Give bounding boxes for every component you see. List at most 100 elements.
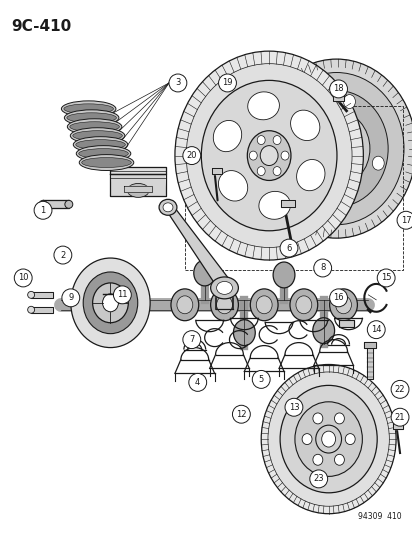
Text: 10: 10 [18, 273, 28, 282]
Text: 6: 6 [286, 244, 291, 253]
Ellipse shape [66, 113, 116, 123]
Text: 18: 18 [332, 84, 343, 93]
Ellipse shape [335, 296, 351, 314]
Ellipse shape [79, 155, 133, 171]
Circle shape [169, 74, 186, 92]
Text: 23: 23 [313, 474, 323, 483]
Ellipse shape [268, 72, 403, 225]
Circle shape [113, 286, 131, 304]
Ellipse shape [71, 258, 150, 348]
Text: 1: 1 [40, 206, 45, 215]
Ellipse shape [343, 95, 355, 109]
Ellipse shape [273, 262, 294, 288]
Ellipse shape [102, 294, 118, 312]
Ellipse shape [218, 171, 247, 201]
Ellipse shape [28, 292, 35, 298]
Ellipse shape [290, 110, 319, 141]
Ellipse shape [294, 402, 361, 477]
Ellipse shape [64, 110, 119, 126]
Ellipse shape [256, 59, 413, 238]
Circle shape [188, 374, 206, 391]
Ellipse shape [163, 203, 173, 212]
Ellipse shape [256, 296, 271, 314]
Ellipse shape [39, 200, 47, 208]
Ellipse shape [260, 146, 278, 166]
Ellipse shape [280, 151, 288, 160]
Ellipse shape [127, 183, 149, 197]
Ellipse shape [65, 200, 73, 208]
Circle shape [14, 269, 32, 287]
Polygon shape [366, 348, 373, 379]
Circle shape [366, 321, 384, 338]
Circle shape [183, 330, 200, 349]
Circle shape [218, 74, 236, 92]
Text: 9C-410: 9C-410 [11, 19, 71, 34]
Ellipse shape [70, 122, 119, 132]
Ellipse shape [83, 272, 138, 334]
Ellipse shape [93, 283, 128, 322]
Ellipse shape [61, 101, 116, 117]
Polygon shape [363, 342, 375, 348]
Ellipse shape [247, 92, 279, 120]
Ellipse shape [256, 167, 265, 175]
Text: 5: 5 [258, 375, 263, 384]
Ellipse shape [70, 128, 125, 144]
Text: 12: 12 [235, 410, 246, 419]
Text: 21: 21 [394, 413, 404, 422]
Circle shape [329, 80, 347, 98]
Ellipse shape [249, 151, 256, 160]
Ellipse shape [186, 63, 351, 247]
Ellipse shape [312, 454, 322, 465]
Ellipse shape [64, 104, 113, 114]
Polygon shape [332, 94, 343, 101]
Circle shape [329, 289, 347, 307]
Ellipse shape [258, 191, 290, 219]
Text: 2: 2 [60, 251, 65, 260]
Circle shape [54, 246, 71, 264]
Text: 19: 19 [222, 78, 232, 87]
Ellipse shape [289, 289, 317, 321]
Ellipse shape [210, 289, 238, 321]
Circle shape [390, 381, 408, 398]
Circle shape [284, 398, 302, 416]
Text: 7: 7 [189, 335, 194, 344]
Polygon shape [211, 167, 221, 174]
Ellipse shape [175, 51, 363, 260]
Ellipse shape [216, 296, 232, 314]
Text: 15: 15 [380, 273, 390, 282]
Text: 9: 9 [68, 293, 73, 302]
Text: 14: 14 [370, 325, 380, 334]
Ellipse shape [371, 156, 383, 170]
Ellipse shape [28, 306, 35, 313]
Ellipse shape [201, 80, 336, 231]
Ellipse shape [73, 131, 122, 141]
Ellipse shape [334, 413, 344, 424]
Ellipse shape [321, 431, 335, 447]
Ellipse shape [76, 146, 131, 161]
Circle shape [390, 408, 408, 426]
Text: 17: 17 [400, 216, 411, 225]
Circle shape [34, 201, 52, 219]
Ellipse shape [334, 454, 344, 465]
Text: 94309  410: 94309 410 [358, 512, 401, 521]
Text: 20: 20 [186, 151, 197, 160]
Ellipse shape [216, 281, 232, 294]
Ellipse shape [213, 120, 241, 152]
Ellipse shape [261, 365, 395, 514]
Circle shape [183, 147, 200, 165]
Ellipse shape [315, 425, 341, 453]
Ellipse shape [344, 434, 354, 445]
Ellipse shape [312, 318, 334, 344]
Polygon shape [31, 307, 53, 313]
Polygon shape [110, 166, 166, 174]
Circle shape [309, 470, 327, 488]
Circle shape [232, 405, 250, 423]
Text: 13: 13 [288, 403, 299, 412]
Ellipse shape [78, 149, 128, 158]
Ellipse shape [159, 199, 176, 215]
Ellipse shape [303, 111, 369, 186]
Polygon shape [163, 205, 233, 285]
Circle shape [252, 370, 270, 389]
Polygon shape [280, 200, 294, 207]
Text: 4: 4 [195, 378, 200, 387]
